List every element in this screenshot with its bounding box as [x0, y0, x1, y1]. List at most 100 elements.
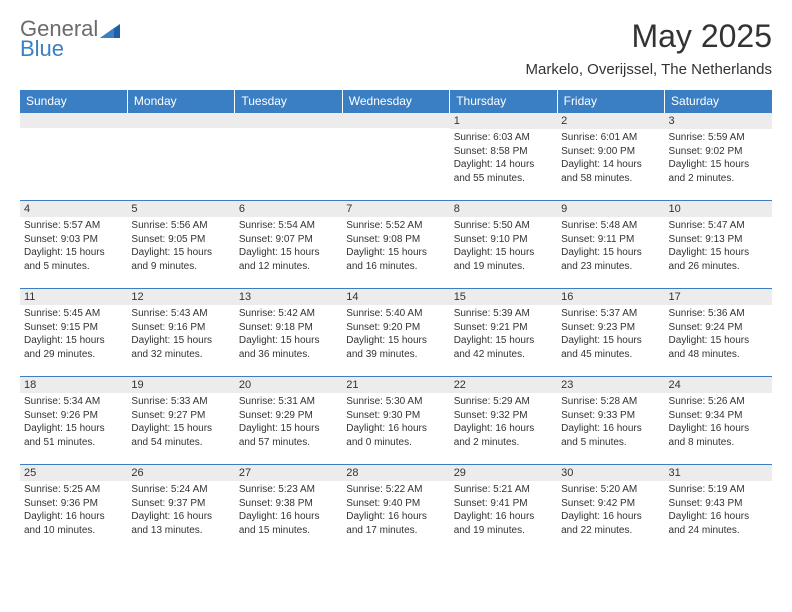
day-info: Sunrise: 5:20 AMSunset: 9:42 PMDaylight:…: [561, 483, 660, 537]
sunrise-text: Sunrise: 5:48 AM: [561, 219, 660, 233]
sunset-text: Sunset: 9:20 PM: [346, 321, 445, 335]
calendar-cell: 22Sunrise: 5:29 AMSunset: 9:32 PMDayligh…: [450, 377, 557, 465]
date-bar: 28: [342, 465, 449, 481]
sunrise-text: Sunrise: 5:31 AM: [239, 395, 338, 409]
sunset-text: Sunset: 9:43 PM: [669, 497, 768, 511]
daylight-text: Daylight: 16 hours and 15 minutes.: [239, 510, 338, 537]
day-header: Friday: [557, 90, 664, 113]
date-bar: 14: [342, 289, 449, 305]
calendar-week-row: 1Sunrise: 6:03 AMSunset: 8:58 PMDaylight…: [20, 113, 772, 201]
sunrise-text: Sunrise: 5:37 AM: [561, 307, 660, 321]
daylight-text: Daylight: 15 hours and 5 minutes.: [24, 246, 123, 273]
day-info: Sunrise: 5:52 AMSunset: 9:08 PMDaylight:…: [346, 219, 445, 273]
sunrise-text: Sunrise: 5:28 AM: [561, 395, 660, 409]
daylight-text: Daylight: 16 hours and 17 minutes.: [346, 510, 445, 537]
sunset-text: Sunset: 9:16 PM: [131, 321, 230, 335]
day-info: Sunrise: 5:28 AMSunset: 9:33 PMDaylight:…: [561, 395, 660, 449]
calendar-cell: 21Sunrise: 5:30 AMSunset: 9:30 PMDayligh…: [342, 377, 449, 465]
sunrise-text: Sunrise: 5:43 AM: [131, 307, 230, 321]
calendar-cell: 24Sunrise: 5:26 AMSunset: 9:34 PMDayligh…: [665, 377, 772, 465]
sunrise-text: Sunrise: 6:03 AM: [454, 131, 553, 145]
calendar-cell: 13Sunrise: 5:42 AMSunset: 9:18 PMDayligh…: [235, 289, 342, 377]
logo-line2: Blue: [20, 38, 98, 60]
sunrise-text: Sunrise: 5:57 AM: [24, 219, 123, 233]
date-bar: 21: [342, 377, 449, 393]
day-info: Sunrise: 5:56 AMSunset: 9:05 PMDaylight:…: [131, 219, 230, 273]
daylight-text: Daylight: 16 hours and 19 minutes.: [454, 510, 553, 537]
sunset-text: Sunset: 9:11 PM: [561, 233, 660, 247]
day-info: Sunrise: 5:57 AMSunset: 9:03 PMDaylight:…: [24, 219, 123, 273]
sunrise-text: Sunrise: 5:19 AM: [669, 483, 768, 497]
day-header: Tuesday: [235, 90, 342, 113]
sunset-text: Sunset: 9:24 PM: [669, 321, 768, 335]
day-info: Sunrise: 5:40 AMSunset: 9:20 PMDaylight:…: [346, 307, 445, 361]
day-header: Saturday: [665, 90, 772, 113]
sunset-text: Sunset: 9:13 PM: [669, 233, 768, 247]
day-info: Sunrise: 5:22 AMSunset: 9:40 PMDaylight:…: [346, 483, 445, 537]
sunrise-text: Sunrise: 5:20 AM: [561, 483, 660, 497]
day-info: Sunrise: 5:59 AMSunset: 9:02 PMDaylight:…: [669, 131, 768, 185]
sunrise-text: Sunrise: 5:47 AM: [669, 219, 768, 233]
calendar-cell: 15Sunrise: 5:39 AMSunset: 9:21 PMDayligh…: [450, 289, 557, 377]
daylight-text: Daylight: 14 hours and 55 minutes.: [454, 158, 553, 185]
sunset-text: Sunset: 9:23 PM: [561, 321, 660, 335]
calendar-cell: 5Sunrise: 5:56 AMSunset: 9:05 PMDaylight…: [127, 201, 234, 289]
sunset-text: Sunset: 9:41 PM: [454, 497, 553, 511]
date-bar: 13: [235, 289, 342, 305]
date-bar: 6: [235, 201, 342, 217]
calendar-table: Sunday Monday Tuesday Wednesday Thursday…: [20, 90, 772, 553]
day-info: Sunrise: 5:25 AMSunset: 9:36 PMDaylight:…: [24, 483, 123, 537]
daylight-text: Daylight: 15 hours and 19 minutes.: [454, 246, 553, 273]
calendar-cell: 2Sunrise: 6:01 AMSunset: 9:00 PMDaylight…: [557, 113, 664, 201]
sunset-text: Sunset: 9:07 PM: [239, 233, 338, 247]
sunset-text: Sunset: 9:00 PM: [561, 145, 660, 159]
calendar-cell: [127, 113, 234, 201]
sunrise-text: Sunrise: 5:42 AM: [239, 307, 338, 321]
date-bar: 24: [665, 377, 772, 393]
daylight-text: Daylight: 15 hours and 36 minutes.: [239, 334, 338, 361]
daylight-text: Daylight: 15 hours and 16 minutes.: [346, 246, 445, 273]
date-bar: [127, 113, 234, 128]
day-info: Sunrise: 5:43 AMSunset: 9:16 PMDaylight:…: [131, 307, 230, 361]
day-info: Sunrise: 5:29 AMSunset: 9:32 PMDaylight:…: [454, 395, 553, 449]
sunset-text: Sunset: 9:40 PM: [346, 497, 445, 511]
date-bar: 8: [450, 201, 557, 217]
day-info: Sunrise: 5:34 AMSunset: 9:26 PMDaylight:…: [24, 395, 123, 449]
calendar-cell: 17Sunrise: 5:36 AMSunset: 9:24 PMDayligh…: [665, 289, 772, 377]
daylight-text: Daylight: 16 hours and 10 minutes.: [24, 510, 123, 537]
calendar-cell: [235, 113, 342, 201]
calendar-cell: 3Sunrise: 5:59 AMSunset: 9:02 PMDaylight…: [665, 113, 772, 201]
sunrise-text: Sunrise: 5:26 AM: [669, 395, 768, 409]
daylight-text: Daylight: 16 hours and 13 minutes.: [131, 510, 230, 537]
triangle-icon: [100, 22, 122, 45]
calendar-cell: 16Sunrise: 5:37 AMSunset: 9:23 PMDayligh…: [557, 289, 664, 377]
sunset-text: Sunset: 9:32 PM: [454, 409, 553, 423]
sunset-text: Sunset: 9:02 PM: [669, 145, 768, 159]
date-bar: 23: [557, 377, 664, 393]
sunrise-text: Sunrise: 5:22 AM: [346, 483, 445, 497]
header: General Blue May 2025 Markelo, Overijsse…: [20, 18, 772, 86]
calendar-week-row: 4 Sunrise: 5:57 AMSunset: 9:03 PMDaylight…: [20, 201, 772, 289]
daylight-text: Daylight: 15 hours and 32 minutes.: [131, 334, 230, 361]
sunset-text: Sunset: 9:21 PM: [454, 321, 553, 335]
sunrise-text: Sunrise: 5:23 AM: [239, 483, 338, 497]
daylight-text: Daylight: 16 hours and 0 minutes.: [346, 422, 445, 449]
sunrise-text: Sunrise: 6:01 AM: [561, 131, 660, 145]
sunrise-text: Sunrise: 5:52 AM: [346, 219, 445, 233]
month-title: May 2025: [526, 18, 773, 55]
day-info: Sunrise: 5:54 AMSunset: 9:07 PMDaylight:…: [239, 219, 338, 273]
sunrise-text: Sunrise: 5:54 AM: [239, 219, 338, 233]
date-bar: 27: [235, 465, 342, 481]
day-info: Sunrise: 5:48 AMSunset: 9:11 PMDaylight:…: [561, 219, 660, 273]
daylight-text: Daylight: 15 hours and 26 minutes.: [669, 246, 768, 273]
sunset-text: Sunset: 9:42 PM: [561, 497, 660, 511]
date-bar: 30: [557, 465, 664, 481]
sunset-text: Sunset: 9:08 PM: [346, 233, 445, 247]
date-bar: 4: [20, 201, 127, 217]
sunset-text: Sunset: 9:10 PM: [454, 233, 553, 247]
date-bar: [342, 113, 449, 128]
date-bar: 20: [235, 377, 342, 393]
date-bar: 19: [127, 377, 234, 393]
sunrise-text: Sunrise: 5:56 AM: [131, 219, 230, 233]
date-bar: 2: [557, 113, 664, 129]
